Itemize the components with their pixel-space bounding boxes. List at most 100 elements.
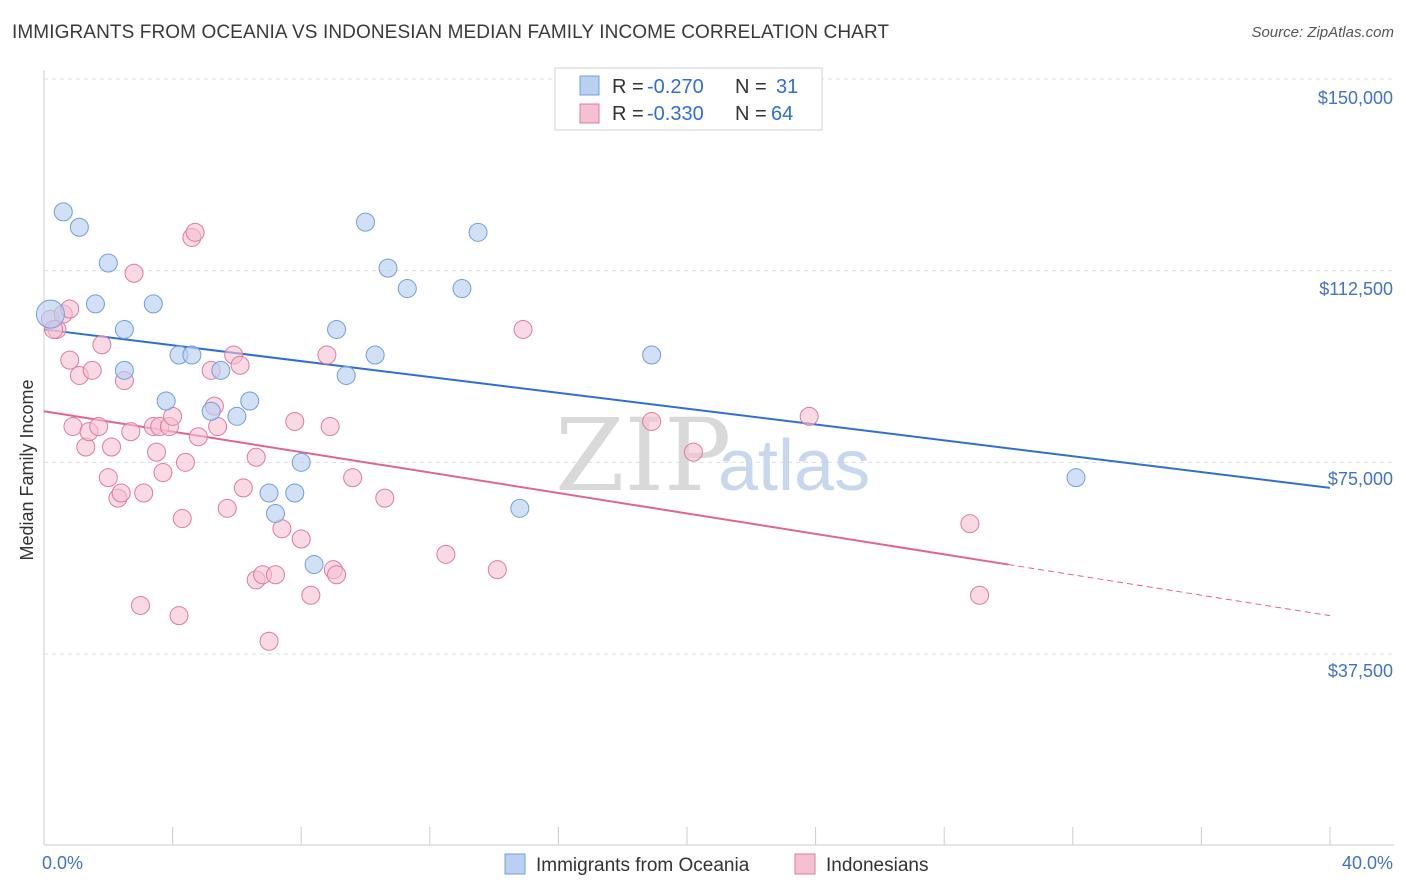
y-axis-label: Median Family Income: [17, 379, 37, 560]
indonesians-point-58: [642, 411, 662, 431]
oceania-point-20: [327, 319, 347, 339]
indonesians-point-27: [169, 606, 189, 626]
indonesians-point-29: [175, 452, 195, 472]
oceania-point-6: [114, 360, 134, 380]
oceania-point-24: [378, 258, 398, 278]
oceania-point-16: [265, 503, 285, 523]
oceania-point-3: [85, 294, 105, 314]
top-legend: R = -0.270 N = 31 R = -0.330 N = 64: [554, 67, 823, 131]
bottom-legend-label-oceania: Immigrants from Oceania: [536, 855, 750, 876]
indonesians-point-31: [185, 222, 205, 242]
x-ticks: [43, 827, 1331, 845]
oceania-trend-line: [43, 328, 1331, 489]
indonesians-point-49: [317, 345, 337, 365]
x-tick-label-min: 0.0%: [42, 853, 83, 873]
indonesians-point-28: [172, 509, 192, 529]
indonesians-point-9: [82, 360, 102, 380]
indonesians-point-22: [147, 442, 167, 462]
legend-r-value-1: -0.270: [647, 76, 704, 98]
source-label: Source: ZipAtlas.com: [1251, 24, 1394, 41]
oceania-point-0: [35, 299, 65, 329]
indonesians-point-20: [134, 483, 154, 503]
oceania-point-18: [291, 452, 311, 472]
legend-r-label-2: R =: [612, 103, 644, 125]
indonesians-trend-extension: [1008, 564, 1331, 617]
indonesians-point-61: [960, 514, 980, 534]
oceania-point-8: [156, 391, 176, 411]
indonesians-point-11: [92, 335, 112, 355]
oceania-point-11: [201, 401, 221, 421]
oceania-point-13: [227, 406, 247, 426]
oceania-point-7: [143, 294, 163, 314]
indonesians-points: [40, 222, 990, 651]
oceania-point-15: [259, 483, 279, 503]
oceania-point-1: [53, 202, 73, 222]
oceania-point-26: [452, 279, 472, 299]
oceania-point-29: [642, 345, 662, 365]
oceania-point-22: [356, 212, 375, 232]
y-tick-label-150000: $150,000: [1318, 88, 1393, 108]
indonesians-point-12: [98, 468, 118, 488]
y-tick-label-75000: $75,000: [1328, 469, 1393, 489]
legend-r-value-2: -0.330: [647, 103, 704, 125]
bottom-legend: Immigrants from Oceania Indonesians: [504, 853, 928, 876]
bottom-legend-swatch-oceania: [504, 853, 526, 875]
indonesians-point-56: [487, 560, 507, 580]
oceania-point-21: [336, 365, 356, 385]
indonesians-point-36: [217, 498, 237, 518]
oceania-point-23: [365, 345, 385, 365]
oceania-point-17: [285, 483, 305, 503]
bottom-legend-label-indonesians: Indonesians: [826, 855, 928, 876]
indonesians-point-46: [285, 411, 305, 431]
legend-swatch-indonesians: [579, 103, 600, 124]
oceania-point-5: [114, 319, 134, 339]
indonesians-point-5: [63, 417, 83, 437]
legend-n-label-1: N =: [735, 76, 767, 98]
indonesians-point-18: [124, 263, 144, 283]
oceania-point-4: [98, 253, 118, 273]
y-tick-label-37500: $37,500: [1328, 661, 1393, 681]
indonesians-point-57: [513, 319, 533, 339]
oceania-point-12: [211, 360, 231, 380]
indonesians-point-4: [60, 350, 80, 370]
oceania-point-28: [510, 498, 530, 518]
indonesians-point-39: [233, 478, 253, 498]
indonesians-point-48: [301, 585, 321, 605]
x-tick-label-max: 40.0%: [1342, 853, 1393, 873]
indonesians-point-55: [436, 544, 456, 564]
oceania-points: [35, 202, 1086, 575]
indonesians-point-41: [246, 447, 266, 467]
indonesians-point-10: [89, 417, 109, 437]
indonesians-point-38: [230, 355, 250, 375]
indonesians-point-54: [375, 488, 395, 508]
legend-swatch-oceania: [579, 75, 600, 96]
indonesians-point-15: [111, 483, 131, 503]
chart-title: IMMIGRANTS FROM OCEANIA VS INDONESIAN ME…: [12, 22, 890, 43]
indonesians-point-7: [76, 437, 96, 457]
legend-n-label-2: N =: [735, 103, 767, 125]
indonesians-point-24: [153, 463, 173, 483]
oceania-point-14: [240, 391, 260, 411]
oceania-point-10: [182, 345, 202, 365]
indonesians-point-32: [188, 427, 208, 447]
indonesians-point-17: [121, 422, 141, 442]
oceania-point-2: [69, 217, 89, 237]
indonesians-point-19: [130, 595, 150, 615]
oceania-point-30: [1066, 468, 1086, 488]
indonesians-point-50: [320, 417, 340, 437]
indonesians-point-53: [343, 468, 363, 488]
indonesians-point-44: [265, 565, 285, 585]
bottom-legend-swatch-indonesians: [794, 853, 816, 875]
indonesians-point-60: [799, 406, 819, 426]
indonesians-point-43: [259, 631, 279, 651]
watermark-atlas: atlas: [718, 426, 870, 506]
oceania-point-25: [397, 279, 417, 299]
indonesians-point-47: [291, 529, 311, 549]
indonesians-point-59: [683, 442, 703, 462]
indonesians-point-52: [327, 565, 347, 585]
indonesians-point-62: [970, 585, 990, 605]
legend-n-value-2: 64: [771, 103, 793, 125]
legend-r-label-1: R =: [612, 76, 644, 98]
legend-n-value-1: 31: [776, 76, 798, 98]
